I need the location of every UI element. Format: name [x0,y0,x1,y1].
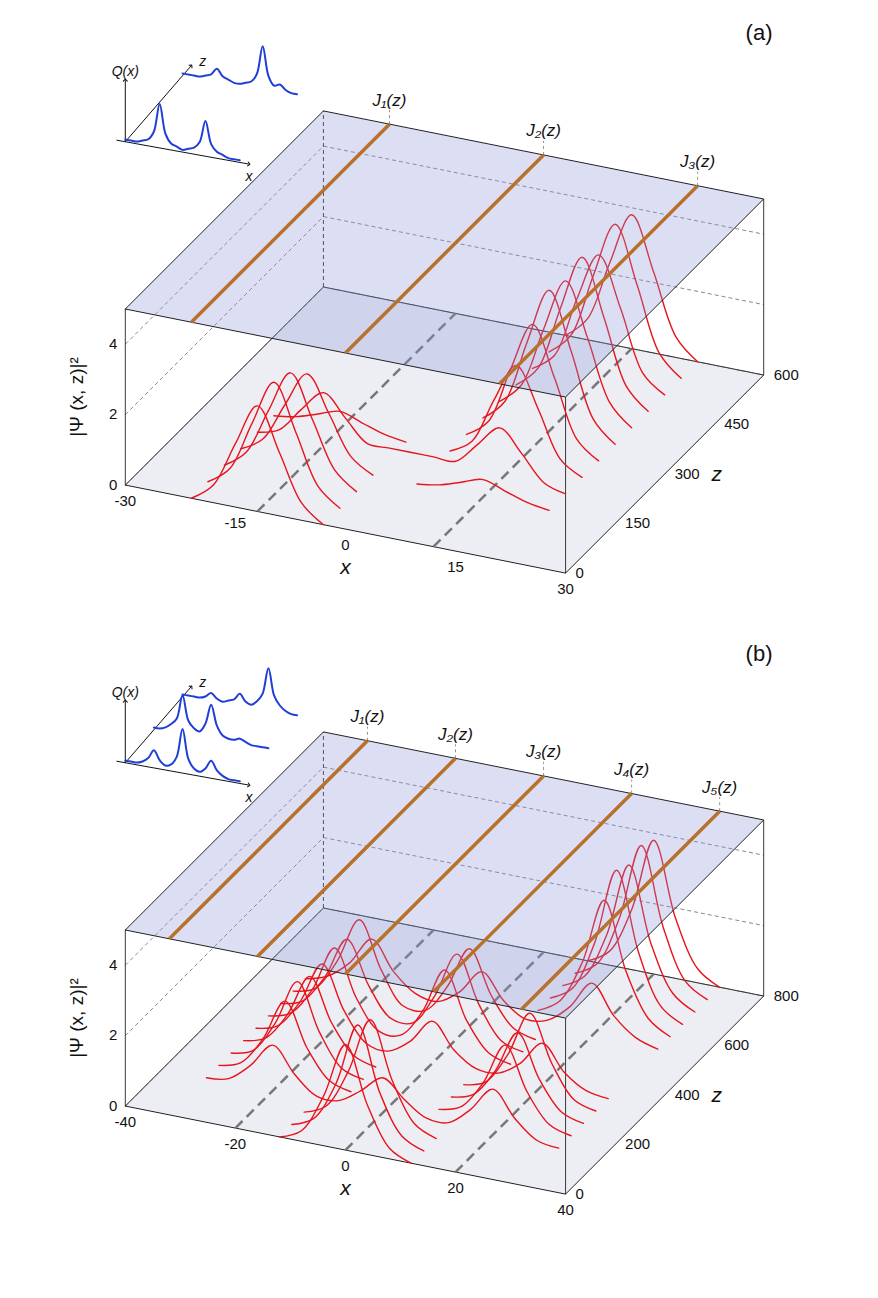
svg-text:-15: -15 [225,514,247,531]
svg-text:150: 150 [625,514,650,531]
svg-text:(b): (b) [746,641,773,666]
svg-text:-40: -40 [114,1113,136,1130]
svg-text:(a): (a) [746,20,773,45]
svg-text:z: z [710,462,722,485]
svg-text:0: 0 [109,476,117,493]
svg-text:Q(x): Q(x) [112,684,139,700]
svg-text:600: 600 [774,366,799,383]
svg-text:0: 0 [576,564,584,581]
svg-text:400: 400 [675,1086,700,1103]
svg-text:J₂(z): J₂(z) [437,725,473,744]
svg-text:J₁(z): J₁(z) [350,707,385,726]
svg-text:J₁(z): J₁(z) [372,90,407,109]
svg-text:0: 0 [576,1185,584,1202]
svg-text:x: x [244,789,253,805]
svg-text:300: 300 [675,465,700,482]
svg-text:20: 20 [447,1179,464,1196]
svg-text:0: 0 [109,1097,117,1114]
svg-text:x: x [339,555,352,578]
svg-text:800: 800 [774,987,799,1004]
svg-text:4: 4 [109,956,117,973]
svg-text:z: z [198,53,206,69]
svg-text:0: 0 [341,536,349,553]
svg-text:2: 2 [109,405,117,422]
svg-text:30: 30 [557,580,574,597]
svg-text:0: 0 [341,1157,349,1174]
svg-text:J₂(z): J₂(z) [525,121,561,140]
svg-text:z: z [198,674,206,690]
svg-text:J₅(z): J₅(z) [701,778,737,797]
svg-text:J₃(z): J₃(z) [525,742,561,761]
svg-text:|Ψ (x, z)|²: |Ψ (x, z)|² [66,357,87,437]
svg-text:J₄(z): J₄(z) [613,760,649,779]
svg-text:|Ψ (x, z)|²: |Ψ (x, z)|² [66,978,87,1058]
svg-text:z: z [710,1083,722,1106]
svg-text:15: 15 [447,558,464,575]
svg-text:40: 40 [557,1201,574,1218]
svg-text:-20: -20 [225,1135,247,1152]
svg-text:Q(x): Q(x) [112,63,139,79]
svg-text:200: 200 [625,1135,650,1152]
svg-text:2: 2 [109,1026,117,1043]
svg-text:4: 4 [109,335,117,352]
svg-text:-30: -30 [114,492,136,509]
svg-text:x: x [339,1176,352,1199]
svg-text:J₃(z): J₃(z) [679,152,715,171]
svg-text:450: 450 [724,415,749,432]
svg-text:600: 600 [724,1036,749,1053]
svg-text:x: x [244,168,253,184]
